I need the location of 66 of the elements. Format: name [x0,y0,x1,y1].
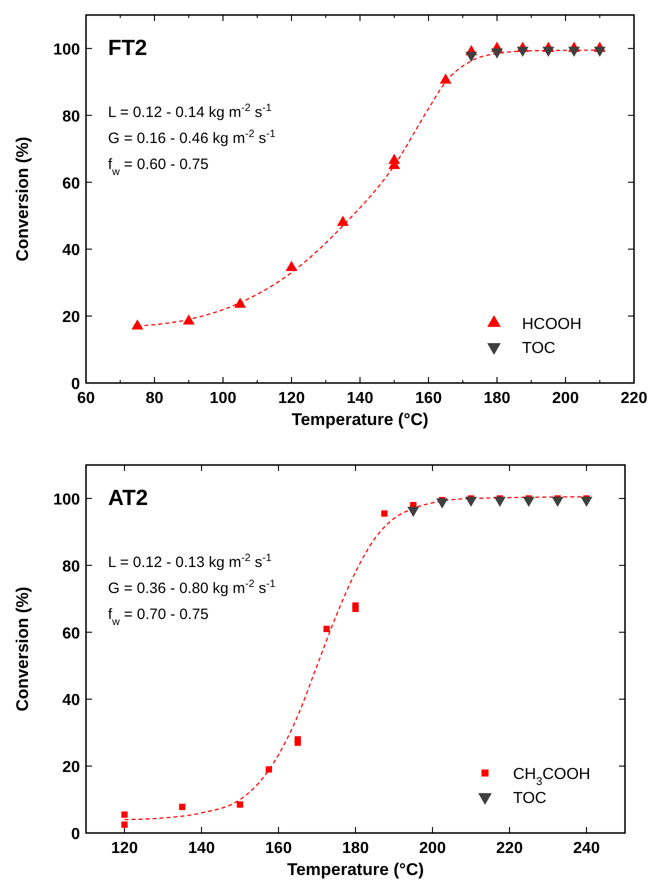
x-tick-label: 180 [342,840,369,857]
x-tick-label: 120 [278,390,305,407]
point [494,496,506,507]
x-tick-label: 220 [496,840,523,857]
point [266,766,272,773]
annotation: f$_{w}$ = 0.60 - 0.75 [108,156,209,178]
x-tick-label: 220 [620,390,648,407]
y-axis-title: Conversion (%) [13,586,32,712]
y-tick-label: 80 [62,558,80,576]
annotation: L = 0.12 - 0.13 kg m$^{-2}$ s$^{-1}$ [108,552,272,571]
x-tick-label: 240 [573,840,600,857]
point [407,506,420,517]
legend-label: TOC [522,340,556,357]
point [580,496,592,507]
annotation: G = 0.36 - 0.80 kg m$^{-2}$ s$^{-1}$ [108,578,276,597]
x-tick-label: 140 [188,840,215,857]
point [352,606,359,612]
point [465,496,477,507]
point [381,510,388,517]
point [440,73,452,84]
y-axis-title: Conversion (%) [13,136,32,262]
y-tick-label: 20 [62,309,80,326]
annotation: f$_{w}$ = 0.70 - 0.75 [108,606,209,628]
point [236,801,244,808]
annotation: L = 0.12 - 0.14 kg m$^{-2}$ s$^{-1}$ [108,102,272,121]
point [336,216,349,226]
x-tick-label: 120 [111,840,138,857]
y-tick-label: 20 [62,759,80,776]
point [179,804,186,810]
point [286,260,298,271]
x-tick-label: 200 [419,840,446,857]
x-tick-label: 200 [552,390,579,407]
y-tick-label: 100 [53,41,80,58]
point [388,154,400,164]
point [294,740,301,746]
x-tick-label: 140 [346,390,374,407]
legend-label: TOC [513,790,546,807]
point [121,821,128,828]
y-tick-label: 60 [62,175,80,192]
legend-label: HCOOH [522,316,582,333]
point [182,314,195,325]
y-tick-label: 40 [62,692,80,710]
x-tick-label: 80 [146,390,164,407]
point [121,811,128,818]
x-axis-title: Temperature (°C) [287,860,424,879]
point [552,496,564,507]
point [522,496,535,507]
point [131,319,144,330]
x-tick-label: 100 [210,390,236,407]
y-tick-label: 100 [53,491,80,508]
x-tick-label: 180 [484,390,510,407]
legend-label: CH$_{3}$COOH [513,766,590,788]
y-tick-label: 40 [62,242,80,260]
y-tick-label: 0 [71,376,80,393]
annotation: G = 0.16 - 0.46 kg m$^{-2}$ s$^{-1}$ [108,128,276,147]
text: FT2 [108,35,148,60]
x-tick-label: 160 [415,390,442,407]
point [234,298,246,308]
x-tick-label: 160 [265,840,292,857]
y-tick-label: 60 [62,625,80,642]
point [323,626,330,632]
point [436,498,448,509]
text: AT2 [108,485,148,510]
y-tick-label: 0 [71,826,80,843]
y-tick-label: 80 [62,108,80,126]
x-axis-title: Temperature (°C) [292,410,428,429]
